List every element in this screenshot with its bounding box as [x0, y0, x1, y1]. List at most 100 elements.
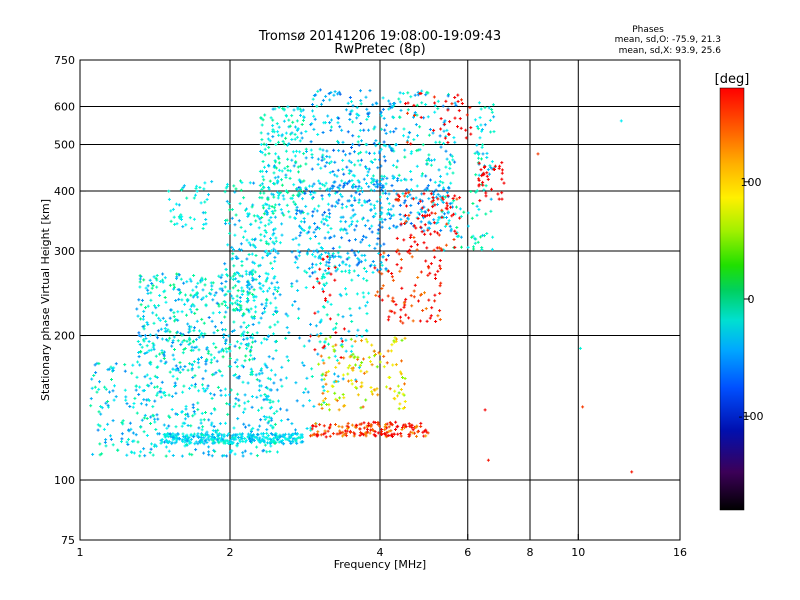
data-point-stroke: [252, 278, 254, 282]
data-point-stroke: [345, 153, 346, 157]
data-point-stroke: [416, 103, 418, 107]
data-point-stroke: [226, 199, 228, 203]
data-point-stroke: [322, 213, 324, 217]
data-point-stroke: [212, 429, 214, 432]
data-point-stroke: [189, 307, 191, 311]
data-point-stroke: [211, 421, 213, 425]
data-point-stroke: [312, 262, 313, 266]
data-point-stroke: [235, 255, 237, 259]
data-point-stroke: [267, 211, 268, 215]
data-point-stroke: [358, 152, 360, 156]
data-point-stroke: [240, 304, 242, 308]
data-point-stroke: [287, 191, 289, 195]
data-point-stroke: [339, 263, 340, 267]
data-point-stroke: [229, 343, 231, 347]
data-point-stroke: [361, 238, 363, 242]
data-point-stroke: [252, 340, 254, 344]
data-point-stroke: [386, 176, 388, 180]
scatter-points: [89, 88, 634, 474]
data-point-stroke: [203, 436, 205, 440]
data-point-stroke: [195, 448, 197, 452]
data-point-stroke: [331, 186, 333, 190]
data-point-stroke: [198, 365, 200, 369]
data-point-stroke: [373, 141, 375, 145]
data-point-stroke: [186, 443, 188, 446]
data-point-stroke: [326, 219, 328, 222]
data-point-stroke: [290, 132, 292, 136]
data-point-stroke: [263, 398, 265, 402]
data-point-stroke: [251, 405, 253, 409]
data-point-stroke: [328, 208, 330, 212]
data-point-stroke: [363, 128, 365, 132]
data-point-stroke: [326, 260, 328, 264]
data-point-stroke: [299, 224, 300, 228]
data-point-stroke: [315, 93, 317, 97]
data-point-stroke: [367, 219, 369, 223]
data-point-stroke: [164, 440, 166, 444]
data-point-stroke: [170, 435, 172, 439]
data-point-stroke: [247, 331, 249, 335]
data-point-stroke: [250, 353, 252, 357]
data-point-stroke: [228, 432, 230, 436]
data-point-stroke: [262, 290, 264, 293]
data-point-stroke: [193, 435, 195, 439]
legend-line-x: mean, sd,X: 93.9, 25.6: [619, 46, 722, 56]
data-point-stroke: [379, 149, 381, 153]
data-point-stroke: [420, 220, 422, 224]
data-point-stroke: [188, 343, 190, 346]
data-point-stroke: [282, 194, 284, 198]
data-point-stroke: [342, 315, 344, 319]
data-point-stroke: [211, 358, 213, 362]
data-point-stroke: [196, 189, 198, 193]
data-point-stroke: [236, 358, 238, 362]
data-point-stroke: [368, 291, 370, 295]
data-point-stroke: [220, 438, 222, 442]
data-point-stroke: [162, 278, 163, 282]
data-point-stroke: [449, 162, 451, 166]
data-point-stroke: [289, 176, 291, 180]
data-point-stroke: [125, 398, 127, 402]
data-point-stroke: [288, 142, 290, 146]
data-point-stroke: [161, 337, 163, 341]
data-point-stroke: [358, 143, 360, 147]
data-point-stroke: [273, 130, 275, 134]
data-point-stroke: [229, 231, 231, 235]
data-point-stroke: [213, 393, 215, 397]
data-point-stroke: [267, 376, 269, 380]
data-point-stroke: [163, 357, 165, 360]
data-point-stroke: [229, 208, 231, 212]
data-point-stroke: [299, 250, 301, 254]
data-point-stroke: [345, 349, 347, 353]
data-point-stroke: [192, 348, 194, 352]
data-point-stroke: [313, 127, 315, 131]
data-point-stroke: [270, 216, 272, 219]
data-point-stroke: [246, 343, 248, 347]
data-point-stroke: [264, 393, 266, 396]
data-point-stroke: [270, 220, 272, 224]
data-point-stroke: [249, 272, 251, 276]
data-point-stroke: [304, 191, 306, 195]
data-point-stroke: [380, 210, 382, 214]
data-point-stroke: [154, 417, 156, 421]
data-point-stroke: [410, 222, 412, 225]
data-point-stroke: [273, 438, 274, 442]
data-point-stroke: [185, 223, 187, 227]
data-point-stroke: [279, 241, 281, 245]
data-point-stroke: [285, 175, 287, 179]
data-point-stroke: [260, 440, 262, 444]
data-point-stroke: [112, 389, 114, 393]
data-point-stroke: [388, 192, 390, 196]
data-point-stroke: [258, 321, 260, 325]
data-point-stroke: [193, 360, 195, 364]
data-point-stroke: [146, 373, 148, 377]
data-point-stroke: [278, 440, 280, 444]
data-point-stroke: [195, 338, 197, 342]
data-point-stroke: [380, 195, 381, 199]
data-point-stroke: [169, 316, 171, 320]
data-point-stroke: [359, 128, 361, 132]
data-point-stroke: [317, 280, 319, 283]
data-point-stroke: [227, 306, 229, 310]
data-point-stroke: [143, 314, 144, 318]
data-point-stroke: [272, 313, 274, 316]
data-point-stroke: [348, 171, 350, 175]
